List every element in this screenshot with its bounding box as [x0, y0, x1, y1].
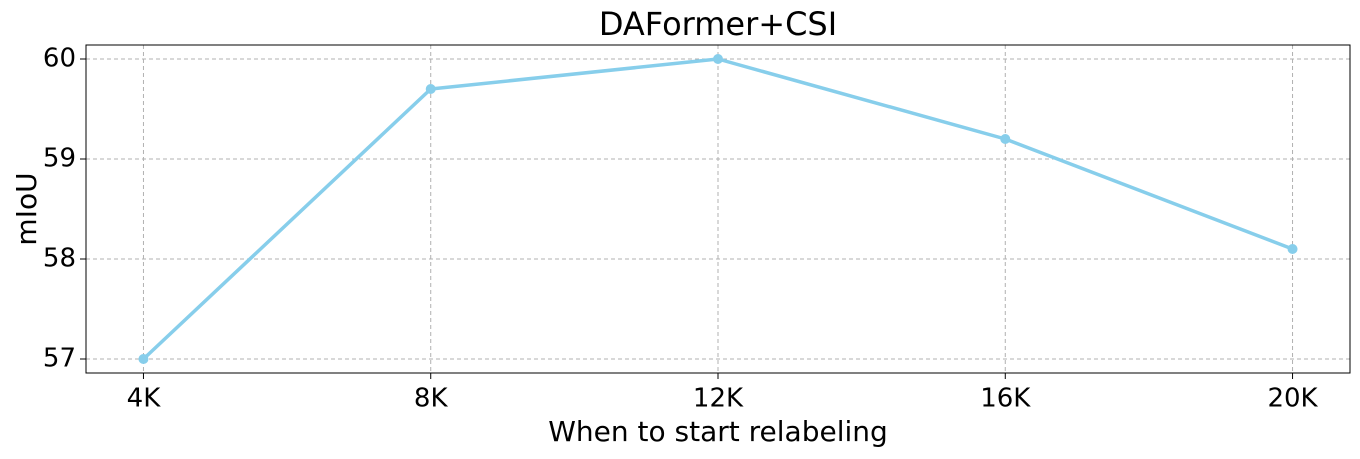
point: [425, 84, 436, 94]
x-tick-label: 12K: [693, 384, 744, 414]
x-tick-label: 4K: [127, 384, 162, 414]
chart-title: DAFormer+CSI: [599, 5, 837, 43]
y-tick-label: 58: [43, 244, 76, 274]
x-tick-label: 20K: [1267, 384, 1318, 414]
y-tick-label: 57: [43, 344, 76, 374]
point: [1000, 134, 1011, 144]
x-tick-label: 8K: [414, 384, 449, 414]
x-tick-label: 16K: [980, 384, 1031, 414]
y-tick-label: 59: [43, 144, 76, 174]
y-tick-label: 60: [43, 44, 76, 74]
point: [713, 54, 723, 64]
plot-frame: [85, 44, 1351, 374]
y-axis-label: mIoU: [10, 172, 43, 245]
x-axis-label: When to start relabeling: [548, 415, 888, 448]
point: [138, 354, 149, 364]
point: [1287, 244, 1298, 254]
